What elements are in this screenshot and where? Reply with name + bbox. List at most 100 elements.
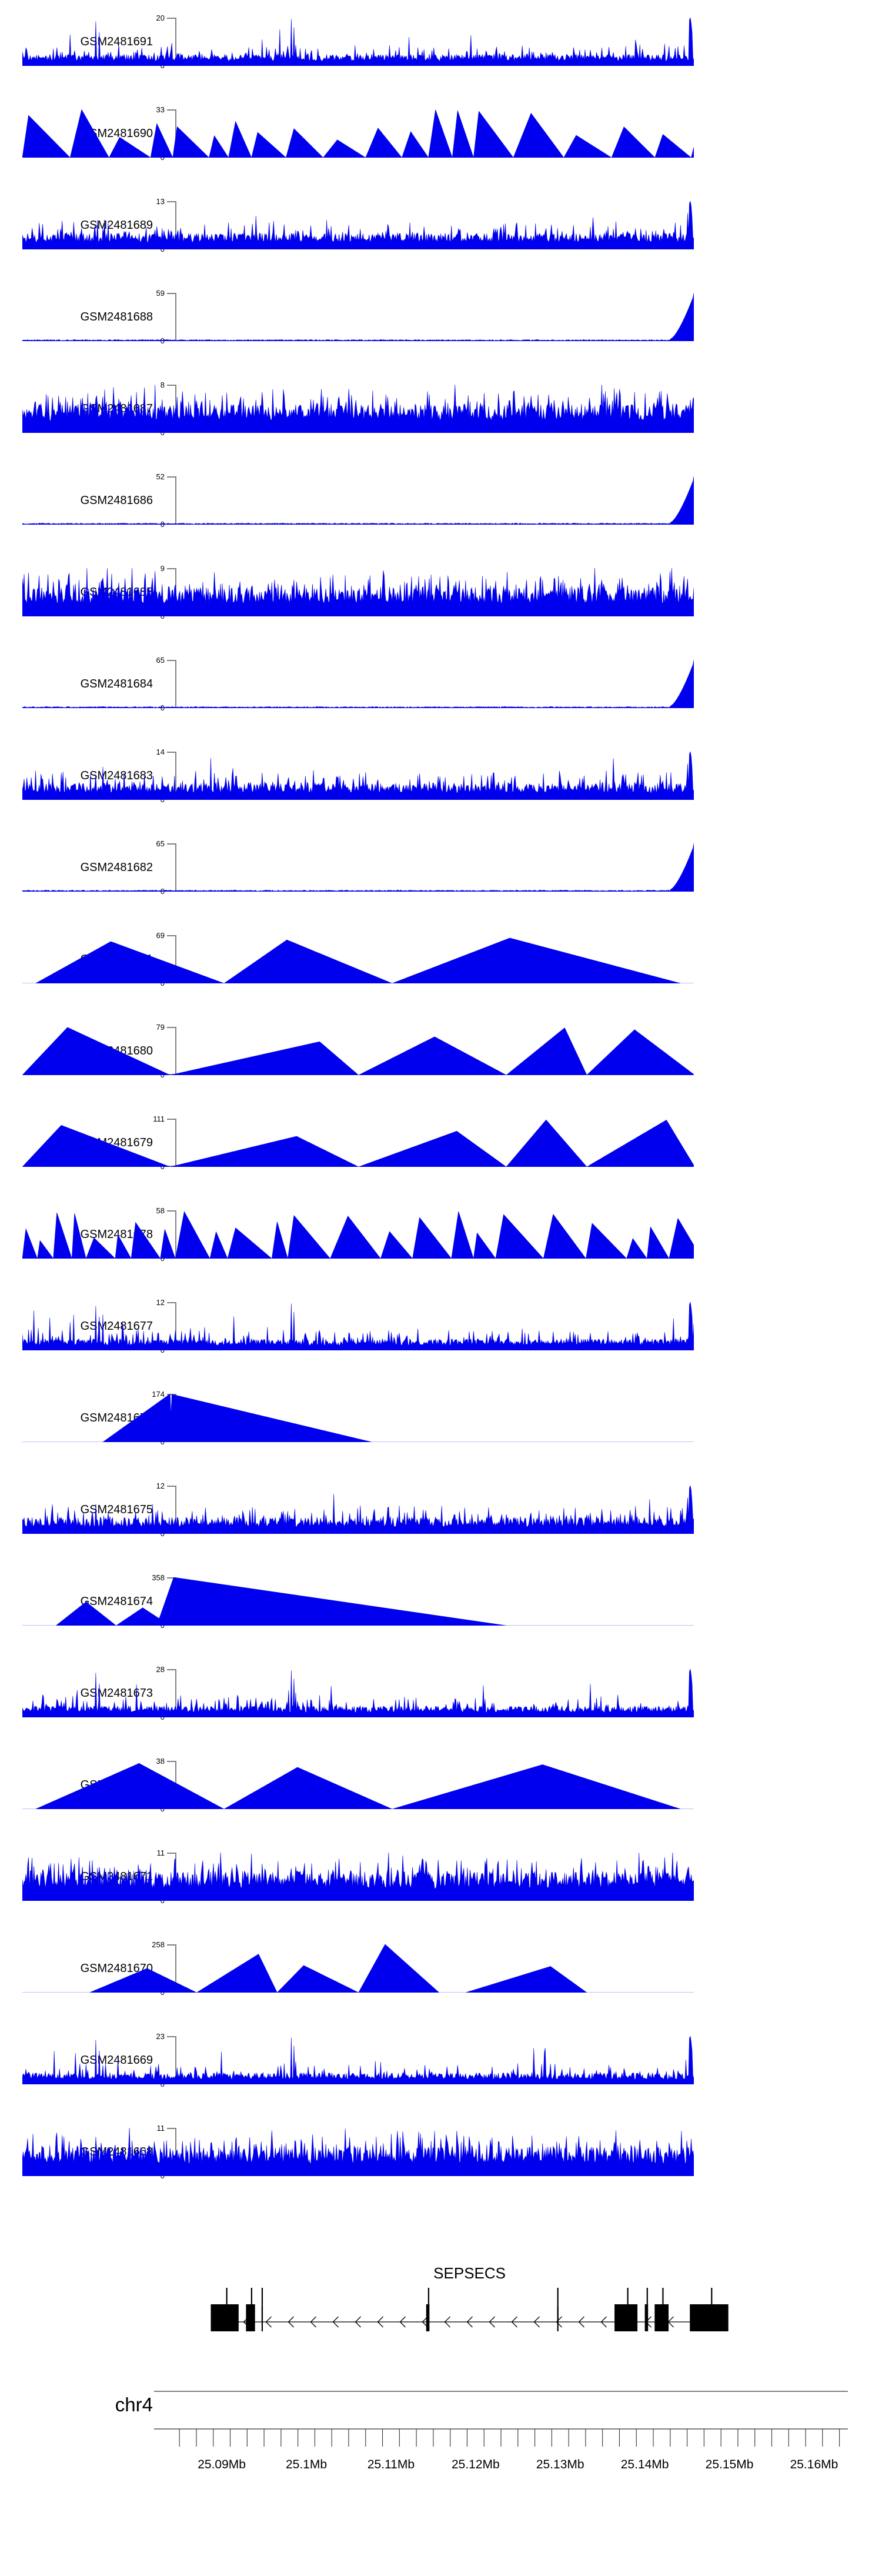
coverage-area xyxy=(22,1210,694,1259)
y-axis-tick-max xyxy=(167,660,176,661)
coverage-track: GSM2481684650 xyxy=(0,656,882,712)
ruler-tick-label: 25.15Mb xyxy=(705,2458,754,2471)
y-axis-max-value: 11 xyxy=(156,2124,165,2133)
sample-label: GSM2481688 xyxy=(80,311,153,323)
exon-riser xyxy=(250,2288,253,2322)
coverage-track: GSM2481690330 xyxy=(0,106,882,161)
sample-label: GSM2481684 xyxy=(80,678,153,690)
strand-arrow-left-icon xyxy=(489,2316,495,2328)
y-axis-tick-max xyxy=(167,1486,176,1487)
coverage-track: GSM2481677120 xyxy=(0,1299,882,1354)
sample-label: GSM2481682 xyxy=(80,861,153,874)
y-axis-tick-max xyxy=(167,1853,176,1854)
coverage-area xyxy=(22,2128,694,2176)
exon-riser xyxy=(711,2288,713,2322)
coverage-area xyxy=(22,843,694,892)
y-axis-max-value: 23 xyxy=(156,2032,165,2041)
exon-box xyxy=(211,2304,239,2331)
coverage-track: GSM248168780 xyxy=(0,381,882,436)
y-axis-tick-max xyxy=(167,935,176,936)
exon-box xyxy=(690,2304,729,2331)
gene-model-svg xyxy=(211,2288,729,2331)
ruler-tick-label: 25.16Mb xyxy=(790,2458,838,2471)
coverage-area xyxy=(22,1394,694,1442)
y-axis-tick-max xyxy=(167,1302,176,1303)
strand-arrow-left-icon xyxy=(355,2316,361,2328)
sample-label: GSM2481689 xyxy=(80,219,153,232)
y-axis-tick-max xyxy=(167,1577,176,1579)
y-axis-tick-max xyxy=(167,201,176,202)
y-axis-max-value: 28 xyxy=(156,1665,165,1674)
y-axis-line xyxy=(175,2128,176,2176)
coverage-area xyxy=(22,109,694,158)
y-axis-tick-max xyxy=(167,1669,176,1670)
coverage-area xyxy=(22,1853,694,1901)
sample-label: GSM2481674 xyxy=(80,1595,153,1608)
ruler-tick-label: 25.12Mb xyxy=(451,2458,500,2471)
strand-arrow-left-icon xyxy=(377,2316,383,2328)
y-axis-tick-max xyxy=(167,2036,176,2037)
y-axis-max-value: 20 xyxy=(156,14,165,22)
exon-riser xyxy=(427,2288,430,2322)
coverage-area xyxy=(22,568,694,616)
coverage-area xyxy=(22,293,694,341)
coverage-area xyxy=(22,385,694,433)
strand-arrow-left-icon xyxy=(265,2316,272,2328)
y-axis-max-value: 14 xyxy=(156,748,165,756)
y-axis-max-value: 65 xyxy=(156,656,165,665)
coverage-track: GSM2481675120 xyxy=(0,1482,882,1537)
y-axis-line xyxy=(175,1119,176,1167)
ruler-tick-label: 25.13Mb xyxy=(536,2458,584,2471)
coverage-area xyxy=(22,1302,694,1350)
sample-label: GSM2481687 xyxy=(80,402,153,415)
strand-arrow-left-icon xyxy=(310,2316,316,2328)
y-axis-tick-max xyxy=(167,476,176,478)
y-axis-max-value: 59 xyxy=(156,289,165,298)
gene-name-label: SEPSECS xyxy=(433,2264,506,2282)
coverage-track: GSM2481691200 xyxy=(0,14,882,69)
y-axis-line xyxy=(175,476,176,525)
strand-arrow-left-icon xyxy=(578,2316,584,2328)
coverage-area xyxy=(22,660,694,708)
sample-label: GSM2481686 xyxy=(80,494,153,507)
strand-arrow-left-icon xyxy=(399,2316,406,2328)
y-axis-line xyxy=(175,2036,176,2084)
coverage-area xyxy=(22,935,694,983)
coverage-track: GSM2481678580 xyxy=(0,1206,882,1262)
exon-riser xyxy=(646,2288,648,2322)
y-axis-line xyxy=(175,1210,176,1259)
coverage-track: GSM2481683140 xyxy=(0,748,882,803)
coverage-area xyxy=(22,1119,694,1167)
exon-box xyxy=(644,2304,649,2331)
exon-box xyxy=(246,2304,255,2331)
y-axis-line xyxy=(175,1669,176,1717)
strand-arrow-left-icon xyxy=(533,2316,540,2328)
y-axis-max-value: 111 xyxy=(153,1115,165,1123)
y-axis-max-value: 38 xyxy=(156,1757,165,1766)
y-axis-line xyxy=(175,660,176,708)
strand-arrow-left-icon xyxy=(332,2316,339,2328)
coverage-track: GSM2481673280 xyxy=(0,1665,882,1721)
strand-arrow-left-icon xyxy=(600,2316,607,2328)
coverage-track: GSM2481689130 xyxy=(0,198,882,253)
coverage-area xyxy=(22,476,694,525)
y-axis-line xyxy=(175,1027,176,1075)
y-axis-max-value: 69 xyxy=(156,931,165,940)
y-axis-max-value: 58 xyxy=(156,1206,165,1215)
strand-arrow-left-icon xyxy=(288,2316,294,2328)
y-axis-line xyxy=(175,293,176,341)
y-axis-line xyxy=(175,201,176,249)
y-axis-line xyxy=(175,843,176,892)
y-axis-max-value: 12 xyxy=(156,1481,165,1490)
ruler-tick-label: 25.1Mb xyxy=(285,2458,328,2471)
y-axis-max-value: 9 xyxy=(160,564,165,573)
coverage-area xyxy=(22,1577,694,1626)
coverage-track: GSM2481680790 xyxy=(0,1023,882,1079)
coverage-area xyxy=(22,752,694,800)
y-axis-max-value: 65 xyxy=(156,839,165,848)
exon-box xyxy=(654,2304,669,2331)
exon-riser xyxy=(627,2288,629,2322)
exon-riser xyxy=(662,2288,664,2322)
y-axis-tick-max xyxy=(167,1944,176,1946)
exon-box xyxy=(426,2304,430,2331)
